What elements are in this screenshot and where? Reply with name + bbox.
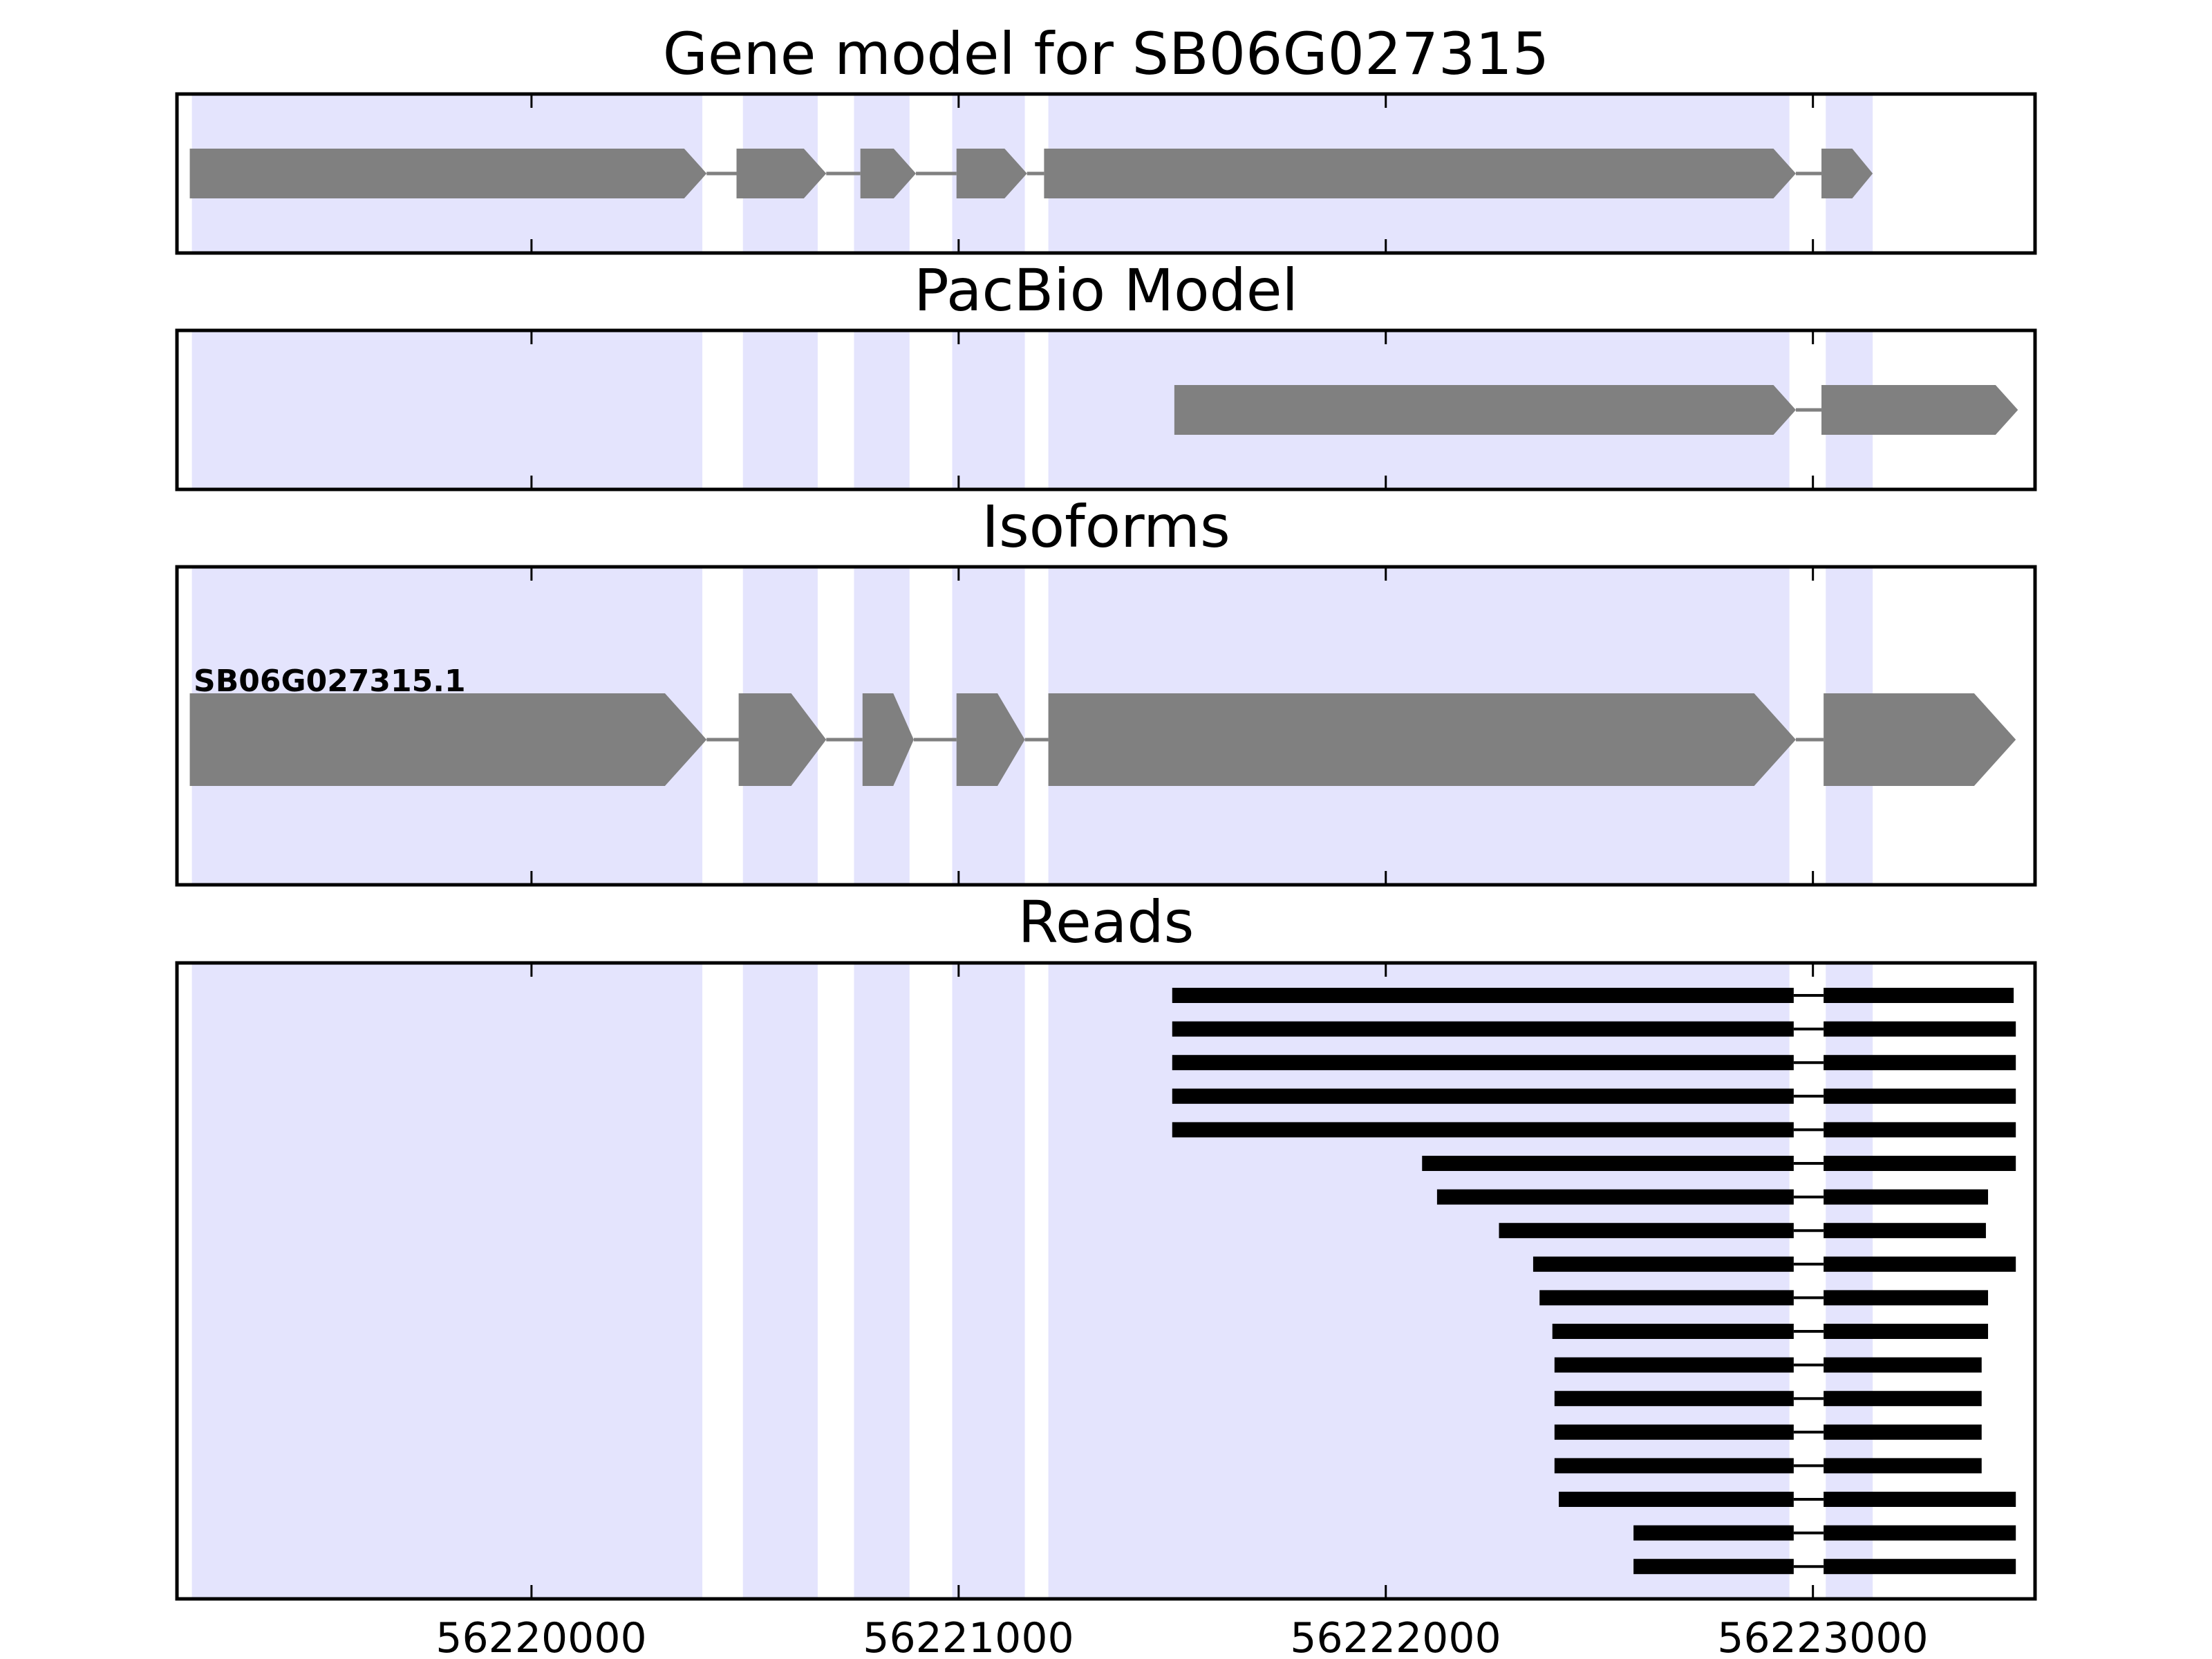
read-block xyxy=(1824,1559,2016,1575)
read-block xyxy=(1824,1055,2016,1071)
panel-layer xyxy=(175,565,2037,887)
read-block xyxy=(1172,1055,1794,1071)
x-tick-label: 56220000 xyxy=(435,1614,646,1659)
read-block xyxy=(1824,1021,2016,1037)
panel-layer xyxy=(175,961,2037,1601)
read-block xyxy=(1824,1223,1986,1239)
panel-frame xyxy=(175,92,2037,255)
read-block xyxy=(1824,1290,1989,1306)
read-block xyxy=(1554,1424,1794,1440)
exon-band xyxy=(742,963,818,1599)
read-block xyxy=(1554,1458,1794,1474)
read-block xyxy=(1172,1122,1794,1138)
read-block xyxy=(1824,1088,2016,1104)
panel-frame xyxy=(175,961,2037,1601)
read-block xyxy=(1633,1559,1794,1575)
exon-arrow xyxy=(860,149,917,198)
read-block xyxy=(1824,1525,2016,1541)
panel-reads xyxy=(175,961,2037,1601)
exon-arrow xyxy=(956,149,1027,198)
read-block xyxy=(1824,1424,1982,1440)
x-tick-label: 56222000 xyxy=(1290,1614,1501,1659)
exon-arrow xyxy=(1824,693,2016,786)
read-block xyxy=(1824,1492,2016,1507)
exon-arrow xyxy=(1044,149,1796,198)
exon-arrow xyxy=(956,693,1025,786)
read-block xyxy=(1824,1391,1982,1407)
exon-band xyxy=(952,330,1025,489)
exon-arrow xyxy=(1821,149,1873,198)
read-block xyxy=(1552,1324,1794,1339)
exon-arrow xyxy=(738,693,827,786)
read-block xyxy=(1824,1458,1982,1474)
exon-band xyxy=(952,963,1025,1599)
x-axis-tick-labels: 56220000 56221000 56222000 56223000 xyxy=(435,1614,1928,1659)
read-block xyxy=(1554,1357,1794,1373)
read-block xyxy=(1554,1391,1794,1407)
read-block xyxy=(1172,988,1794,1003)
panel-title-reads: Reads xyxy=(1018,888,1194,956)
read-block xyxy=(1539,1290,1794,1306)
read-block xyxy=(1172,1088,1794,1104)
exon-band xyxy=(191,330,703,489)
exon-arrow xyxy=(736,149,827,198)
read-block xyxy=(1824,1256,2016,1272)
exon-arrow xyxy=(1048,693,1796,786)
exon-band xyxy=(854,963,910,1599)
read-block xyxy=(1824,1324,1989,1339)
exon-band xyxy=(742,330,818,489)
panel-frame xyxy=(175,328,2037,491)
read-block xyxy=(1824,1156,2016,1171)
x-tick-label: 56221000 xyxy=(863,1614,1074,1659)
panel-frame xyxy=(175,565,2037,887)
exon-arrow xyxy=(1174,385,1796,435)
read-block xyxy=(1824,1357,1982,1373)
read-block xyxy=(1499,1223,1794,1239)
panel-title-isoforms: Isoforms xyxy=(982,493,1230,561)
panel-layer xyxy=(175,328,2037,491)
read-block xyxy=(1559,1492,1794,1507)
panel-gene-model xyxy=(175,92,2037,255)
panel-title-pacbio-model: PacBio Model xyxy=(914,256,1298,324)
exon-arrow xyxy=(189,149,707,198)
panel-title-gene-model: Gene model for SB06G027315 xyxy=(663,20,1549,88)
panel-pacbio-model xyxy=(175,328,2037,491)
read-block xyxy=(1824,1189,1989,1205)
read-block xyxy=(1422,1156,1794,1171)
read-block xyxy=(1824,1122,2016,1138)
exon-band xyxy=(854,330,910,489)
x-tick-label: 56223000 xyxy=(1717,1614,1928,1659)
read-block xyxy=(1824,988,2014,1003)
read-block xyxy=(1633,1525,1794,1541)
panel-isoforms: SB06G027315.1 xyxy=(175,565,2037,887)
exon-band xyxy=(191,963,703,1599)
exon-arrow xyxy=(1821,385,2018,435)
read-block xyxy=(1172,1021,1794,1037)
exon-arrow xyxy=(189,693,707,786)
read-block xyxy=(1533,1256,1794,1272)
read-block xyxy=(1436,1189,1794,1205)
exon-arrow xyxy=(862,693,914,786)
isoform-label: SB06G027315.1 xyxy=(194,664,466,699)
panel-layer xyxy=(175,92,2037,255)
